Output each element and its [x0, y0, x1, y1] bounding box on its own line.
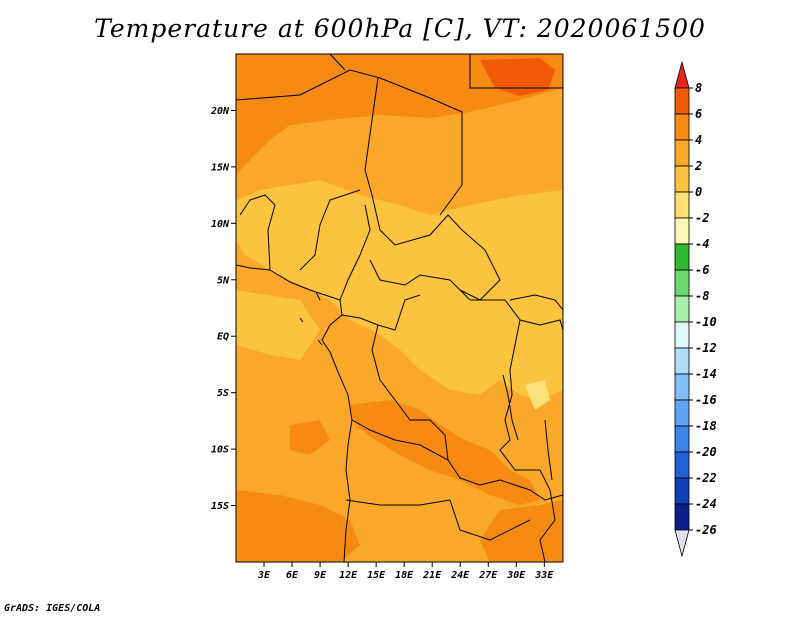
- colorbar-label: -16: [695, 393, 717, 407]
- lat-tick-label: 15N: [211, 162, 230, 173]
- lon-tick-label: 24E: [450, 570, 470, 581]
- colorbar-bottom-arrow: [674, 529, 690, 558]
- field-region-west-cool: [236, 290, 320, 360]
- lat-tick-label: 5N: [217, 275, 230, 286]
- colorbar-segment: [674, 165, 690, 193]
- border-angola: [351, 419, 501, 486]
- lon-tick-label: 6E: [286, 570, 299, 581]
- lon-tick-label: 33E: [534, 570, 554, 581]
- border-nigeria: [299, 189, 361, 271]
- field-region-central-cool: [236, 180, 563, 400]
- border-angola-south: [345, 499, 451, 506]
- lon-tick-label: 12E: [339, 570, 358, 581]
- colorbar-segment: [674, 477, 690, 505]
- latitude-axis: 20N 15N 10N 5N EQ 5S 10S 15S: [210, 106, 236, 512]
- colorbar-segment: [674, 269, 690, 297]
- border-north-3: [469, 54, 563, 89]
- colorbar-label: 6: [695, 107, 702, 121]
- colorbar-label: -4: [695, 237, 709, 251]
- coastline-west-africa: [236, 264, 353, 562]
- lat-tick-label: 10S: [211, 445, 229, 456]
- map-title: Temperature at 600hPa [C], VT: 202006150…: [94, 14, 706, 43]
- field-region-south-warm-1: [350, 400, 540, 505]
- lon-tick-label: 21E: [422, 570, 442, 581]
- colorbar-segment: [674, 113, 690, 141]
- field-region-southwest-warm: [236, 490, 360, 562]
- colorbar-segment: [674, 503, 690, 531]
- colorbar-label: -8: [695, 289, 709, 303]
- colorbar-label: -24: [695, 497, 717, 511]
- border-drc-east: [470, 299, 540, 471]
- colorbar-label: -6: [695, 263, 709, 277]
- field-region-south-warm-2: [290, 420, 330, 455]
- border-north-1: [236, 69, 463, 216]
- border-benin: [239, 194, 276, 271]
- border-mozambique: [539, 469, 556, 562]
- border-cameroon: [339, 204, 371, 301]
- colorbar-segment: [674, 399, 690, 427]
- colorbar-label: 4: [695, 133, 702, 147]
- colorbar-segment: [674, 451, 690, 479]
- grads-credit: GrADS: IGES/COLA: [4, 603, 101, 614]
- lat-tick-label: 20N: [210, 106, 230, 117]
- colorbar-segment: [674, 425, 690, 453]
- colorbar-segment: [674, 243, 690, 271]
- border-car: [369, 259, 471, 301]
- border-uganda: [509, 294, 563, 311]
- longitude-axis: 3E 6E 9E 12E 15E 18E 21E 24E 27E 30E 33E: [257, 562, 554, 581]
- colorbar-segment: [674, 347, 690, 375]
- border-east-lakes: [519, 319, 563, 331]
- colorbar-label: -20: [695, 445, 717, 459]
- colorbar-label: -2: [695, 211, 709, 225]
- colorbar: 8 6 4 2 0 -2 -4 -6 -8 -10 -12 -14 -16 -18 -20 -22 -24 -26: [674, 60, 717, 558]
- lon-tick-label: 3E: [257, 570, 271, 581]
- map-frame: [235, 53, 564, 563]
- border-north-2: [329, 54, 346, 71]
- field-region-east-cool: [525, 380, 550, 410]
- lon-tick-label: 15E: [367, 570, 386, 581]
- lon-tick-label: 27E: [478, 570, 498, 581]
- country-boundaries: [236, 54, 563, 562]
- border-chad: [379, 214, 501, 301]
- border-lake-malawi: [544, 419, 553, 481]
- colorbar-segment: [674, 191, 690, 219]
- lat-tick-label: 5S: [217, 388, 229, 399]
- lat-tick-label: 15S: [211, 501, 229, 512]
- lat-tick-label: EQ: [217, 332, 229, 343]
- colorbar-segment: [674, 87, 690, 115]
- colorbar-label: -10: [695, 315, 717, 329]
- colorbar-label: -12: [695, 341, 717, 355]
- lon-tick-label: 9E: [314, 570, 327, 581]
- border-nile: [364, 77, 381, 231]
- field-region-northeast-hot: [480, 58, 555, 96]
- colorbar-segment: [674, 321, 690, 349]
- border-drc-west: [371, 324, 449, 461]
- colorbar-segment: [674, 295, 690, 323]
- border-lake-tanganyika: [502, 374, 519, 441]
- lon-tick-label: 18E: [395, 570, 414, 581]
- colorbar-label: -18: [695, 419, 717, 433]
- colorbar-label: 0: [695, 185, 702, 199]
- colorbar-top-arrow: [674, 60, 690, 89]
- colorbar-label: 8: [695, 81, 702, 95]
- lon-tick-label: 30E: [506, 570, 526, 581]
- border-gulf-islands: [299, 291, 323, 346]
- lat-tick-label: 10N: [211, 219, 230, 230]
- colorbar-segment: [674, 139, 690, 167]
- colorbar-segment: [674, 373, 690, 401]
- temperature-field: [236, 54, 563, 562]
- border-congo: [341, 294, 421, 331]
- border-zambia: [499, 479, 563, 501]
- field-region-north-warm: [236, 54, 563, 175]
- colorbar-label: -22: [695, 471, 717, 485]
- colorbar-label: -26: [695, 523, 717, 537]
- colorbar-label: -14: [695, 367, 717, 381]
- border-namibia: [449, 499, 531, 541]
- colorbar-label: 2: [694, 159, 702, 173]
- field-region-southeast-warm: [480, 500, 563, 562]
- colorbar-segment: [674, 217, 690, 245]
